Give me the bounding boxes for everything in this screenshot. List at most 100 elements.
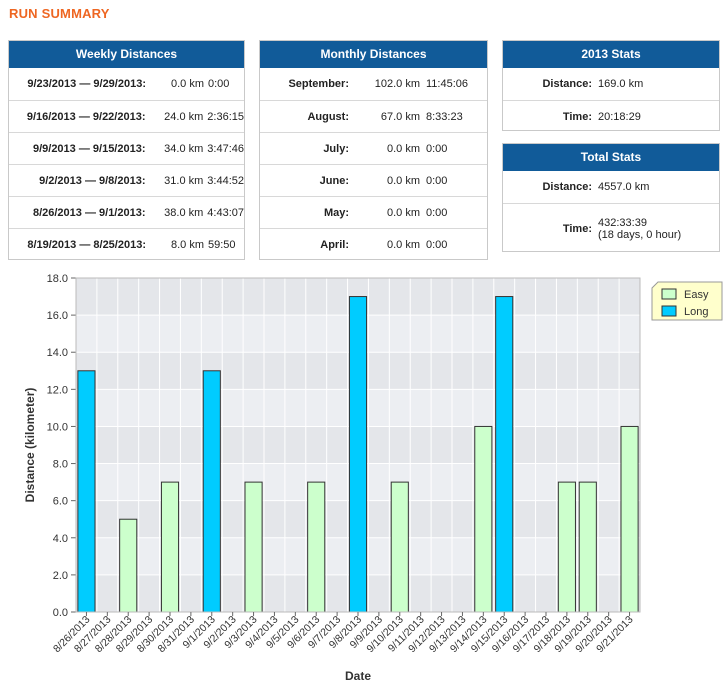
month-label: May: [323, 206, 349, 219]
month-distance: 0.0 km [386, 238, 420, 251]
month-distance: 102.0 km [374, 78, 420, 90]
total-time-value: 432:33:39 [598, 216, 647, 229]
total-time-days: (18 days, 0 hour) [598, 228, 682, 241]
weekly-distances-panel: Weekly Distances 9/23/2013 — 9/29/2013: 0… [8, 40, 245, 260]
total-time-row: Time: 432:33:39 (18 days, 0 hour) [503, 203, 719, 253]
y-tick-label: 0.0 [53, 607, 68, 619]
month-distance: 67.0 km [380, 110, 420, 123]
x-axis-title: Date [345, 669, 371, 683]
time-label: Time: [562, 110, 592, 123]
monthly-row: August: 67.0 km 8:33:23 [260, 100, 487, 132]
monthly-row: June: 0.0 km 0:00 [260, 164, 487, 196]
total-time-block: 432:33:39 (18 days, 0 hour) [592, 217, 681, 241]
total-stats-panel: Total Stats Distance: 4557.0 km Time: 432:… [502, 143, 720, 252]
legend-swatch-long [661, 305, 677, 317]
month-distance: 0.0 km [386, 142, 420, 155]
time-label: Time: [562, 222, 592, 235]
legend-label-long: Long [684, 306, 708, 318]
week-label: 9/9/2013 — 9/15/2013: [32, 142, 146, 155]
year-stats-title: 2013 Stats [503, 41, 719, 68]
month-time: 0:00 [426, 206, 448, 219]
bar-easy [620, 425, 639, 613]
week-time: 4:43:07 [207, 206, 244, 219]
month-label: April: [320, 238, 349, 251]
y-tick-label: 2.0 [53, 570, 68, 582]
week-time: 0:00 [208, 78, 230, 90]
y-tick-label: 12.0 [47, 384, 68, 396]
month-time: 0:00 [426, 238, 448, 251]
month-time: 11:45:06 [426, 78, 469, 90]
distance-label: Distance: [542, 181, 592, 193]
bar-easy [160, 481, 180, 613]
total-stats-title: Total Stats [503, 144, 719, 171]
y-tick-label: 10.0 [47, 421, 68, 433]
year-time-row: Time: 20:18:29 [503, 100, 719, 132]
bar-easy [307, 481, 326, 613]
bar-easy [557, 481, 576, 613]
week-distance: 0.0 km [170, 78, 204, 90]
bar-long [77, 370, 96, 613]
monthly-row: September: 102.0 km 11:45:06 [260, 68, 487, 100]
y-tick-label: 16.0 [47, 310, 68, 322]
week-time: 2:36:15 [207, 110, 244, 123]
weekly-row: 8/19/2013 — 8/25/2013: 8.0 km 59:50 [9, 228, 244, 260]
month-label: August: [307, 110, 349, 123]
y-axis-title: Distance (kilometer) [23, 388, 37, 503]
distance-chart: 0.0 2.0 4.0 6.0 8.0 10.0 12.0 14.0 16.0 18.0 8/26/… [0, 262, 726, 691]
bar-long [202, 370, 221, 613]
monthly-row: May: 0.0 km 0:00 [260, 196, 487, 228]
weekly-row: 9/2/2013 — 9/8/2013: 31.0 km 3:44:52 [9, 164, 244, 196]
year-stats-panel: 2013 Stats Distance: 169.0 km Time: 20:18:… [502, 40, 720, 131]
month-distance: 0.0 km [386, 174, 420, 187]
weekly-row: 9/9/2013 — 9/15/2013: 34.0 km 3:47:46 [9, 132, 244, 164]
week-distance: 31.0 km [164, 174, 204, 187]
bar-easy [578, 481, 597, 613]
bar-easy [119, 518, 138, 613]
y-tick-label: 6.0 [53, 496, 68, 508]
weekly-row: 8/26/2013 — 9/1/2013: 38.0 km 4:43:07 [9, 196, 244, 228]
y-tick-label: 8.0 [53, 459, 68, 471]
week-label: 9/2/2013 — 9/8/2013: [39, 174, 146, 187]
month-time: 0:00 [426, 174, 448, 187]
year-distance-value: 169.0 km [598, 78, 644, 90]
y-tick-label: 14.0 [47, 347, 68, 359]
week-distance: 34.0 km [164, 142, 204, 155]
month-label: September: [288, 78, 349, 90]
weekly-row: 9/16/2013 — 9/22/2013: 24.0 km 2:36:15 [9, 100, 244, 132]
week-label: 8/19/2013 — 8/25/2013: [27, 238, 146, 251]
week-label: 9/16/2013 — 9/22/2013: [26, 110, 146, 123]
month-label: June: [319, 174, 349, 187]
week-time: 3:44:52 [207, 174, 244, 187]
y-tick-label: 4.0 [53, 533, 68, 545]
weekly-row: 9/23/2013 — 9/29/2013: 0.0 km 0:00 [9, 68, 244, 100]
legend-label-easy: Easy [684, 289, 709, 301]
month-distance: 0.0 km [386, 206, 420, 219]
week-time: 59:50 [208, 238, 236, 251]
week-time: 3:47:46 [207, 142, 244, 155]
bar-easy [244, 481, 263, 613]
bar-easy [390, 481, 409, 613]
y-tick-label: 18.0 [47, 273, 68, 285]
week-distance: 38.0 km [164, 206, 204, 219]
monthly-row: April: 0.0 km 0:00 [260, 228, 487, 260]
week-distance: 8.0 km [170, 238, 204, 251]
bar-long [348, 296, 368, 613]
legend-swatch-easy [661, 288, 677, 300]
week-label: 9/23/2013 — 9/29/2013: [27, 78, 146, 90]
total-distance-value: 4557.0 km [598, 181, 650, 193]
weekly-distances-title: Weekly Distances [9, 41, 244, 68]
year-distance-row: Distance: 169.0 km [503, 68, 719, 100]
monthly-row: July: 0.0 km 0:00 [260, 132, 487, 164]
month-time: 0:00 [426, 142, 448, 155]
week-distance: 24.0 km [164, 110, 204, 123]
week-label: 8/26/2013 — 9/1/2013: [32, 206, 146, 219]
monthly-distances-panel: Monthly Distances September: 102.0 km 11:4… [259, 40, 488, 260]
page-title: RUN SUMMARY [9, 6, 110, 21]
month-time: 8:33:23 [426, 110, 463, 123]
distance-label: Distance: [542, 78, 592, 90]
bar-easy [474, 425, 493, 613]
chart-svg: 0.02.04.06.08.010.012.014.016.018.08/26/… [23, 273, 723, 683]
month-label: July: [323, 142, 349, 155]
bar-long [495, 296, 514, 613]
year-time-value: 20:18:29 [598, 110, 641, 123]
